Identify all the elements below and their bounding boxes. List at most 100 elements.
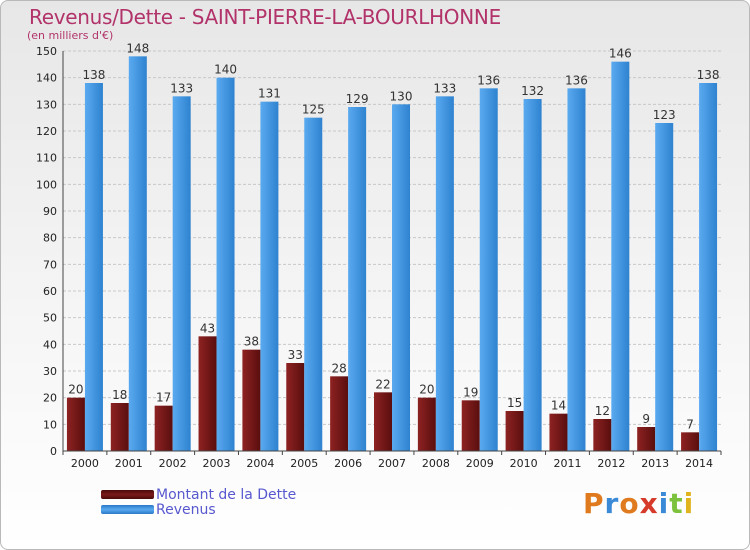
x-tick-label: 2009 [466, 457, 494, 470]
bar-debt [154, 405, 173, 451]
chart-subtitle: (en milliers d'€) [27, 29, 114, 42]
x-tick-label: 2005 [290, 457, 318, 470]
bar-debt [549, 413, 568, 451]
x-tick-label: 2010 [510, 457, 538, 470]
x-tick-label: 2004 [246, 457, 274, 470]
y-tick-label: 30 [43, 365, 57, 378]
data-label-revenue: 133 [170, 81, 193, 95]
y-tick-label: 140 [36, 72, 57, 85]
legend-swatch-debt [101, 490, 154, 499]
y-tick-label: 40 [43, 338, 57, 351]
x-tick-label: 2007 [378, 457, 406, 470]
legend-label-revenue: Revenus [156, 501, 216, 518]
bar-revenue [567, 88, 586, 451]
data-label-debt: 17 [156, 391, 171, 405]
bar-debt [681, 432, 700, 451]
y-tick-label: 60 [43, 285, 57, 298]
data-label-revenue: 148 [126, 41, 149, 55]
y-tick-label: 110 [36, 152, 57, 165]
x-tick-label: 2006 [334, 457, 362, 470]
x-tick-label: 2012 [597, 457, 625, 470]
logo-letter: P [583, 487, 605, 520]
bar-revenue [128, 56, 147, 451]
data-label-debt: 14 [551, 399, 566, 413]
data-label-revenue: 146 [609, 47, 632, 61]
data-label-debt: 38 [244, 335, 259, 349]
bar-revenue [523, 99, 542, 451]
y-tick-label: 150 [36, 45, 57, 58]
y-tick-label: 20 [43, 392, 57, 405]
data-label-debt: 18 [112, 388, 127, 402]
data-label-revenue: 123 [653, 108, 676, 122]
data-label-debt: 33 [288, 348, 303, 362]
y-tick-label: 120 [36, 125, 57, 138]
data-label-debt: 43 [200, 321, 215, 335]
bar-revenue [611, 61, 630, 452]
bar-debt [198, 336, 217, 451]
data-label-debt: 28 [331, 361, 346, 375]
legend-item-debt: Montant de la Dette [101, 486, 297, 503]
y-tick-label: 90 [43, 205, 57, 218]
data-label-revenue: 138 [82, 68, 105, 82]
bar-revenue [392, 104, 410, 451]
legend-swatch-revenue [101, 505, 154, 514]
bar-revenue [84, 83, 103, 451]
y-tick-label: 70 [43, 258, 57, 271]
bar-debt [242, 349, 261, 451]
logo-letter: x [639, 487, 659, 520]
logo-letter: i [658, 487, 670, 520]
data-label-revenue: 138 [697, 68, 720, 82]
proxiti-logo: Proxiti [583, 487, 694, 520]
data-label-debt: 15 [507, 396, 522, 410]
y-tick-label: 10 [43, 418, 57, 431]
y-tick-label: 50 [43, 312, 57, 325]
x-tick-label: 2011 [553, 457, 581, 470]
bar-revenue [260, 101, 279, 452]
bar-debt [110, 403, 129, 451]
data-label-debt: 22 [375, 377, 390, 391]
logo-letter: o [619, 487, 640, 520]
bar-revenue [348, 107, 367, 451]
x-tick-label: 2008 [422, 457, 450, 470]
data-label-revenue: 125 [302, 103, 325, 117]
bar-revenue [435, 96, 454, 451]
data-label-debt: 20 [68, 383, 83, 397]
x-tick-label: 2003 [203, 457, 231, 470]
data-label-debt: 9 [642, 412, 650, 426]
bar-debt [593, 419, 612, 451]
bar-debt [374, 392, 392, 451]
data-label-revenue: 129 [346, 92, 369, 106]
y-tick-label: 80 [43, 232, 57, 245]
bars: 2013818148171334314038131331252812922130… [66, 41, 720, 452]
y-tick-label: 0 [50, 445, 57, 458]
y-tick-label: 130 [36, 98, 57, 111]
data-label-revenue: 140 [214, 63, 237, 77]
bar-debt [417, 397, 436, 451]
y-tick-label: 100 [36, 178, 57, 191]
bar-revenue [655, 123, 674, 451]
bar-debt [330, 376, 349, 451]
legend-item-revenue: Revenus [101, 501, 296, 518]
bar-revenue [699, 83, 718, 451]
data-label-debt: 7 [686, 417, 694, 431]
bar-revenue [304, 117, 323, 452]
legend-label-debt: Montant de la Dette [156, 486, 297, 503]
bar-revenue [172, 96, 191, 451]
bar-debt [286, 363, 305, 451]
chart-title: Revenus/Dette - SAINT-PIERRE-LA-BOURLHON… [29, 5, 501, 29]
data-label-debt: 12 [595, 404, 610, 418]
data-label-revenue: 130 [390, 89, 413, 103]
data-label-revenue: 136 [477, 73, 500, 87]
logo-letter: r [604, 487, 620, 520]
axes: 0 10 20 30 40 50 60 70 80 90 100 110 120 130 140 150 200… [36, 45, 722, 470]
data-label-debt: 20 [419, 383, 434, 397]
x-tick-label: 2001 [115, 457, 143, 470]
bar-debt [637, 427, 656, 451]
data-label-debt: 19 [463, 385, 478, 399]
logo-letter: t [669, 487, 684, 520]
bar-debt [66, 397, 85, 451]
legend: Montant de la Dette Revenus [101, 486, 297, 518]
data-label-revenue: 132 [521, 84, 544, 98]
